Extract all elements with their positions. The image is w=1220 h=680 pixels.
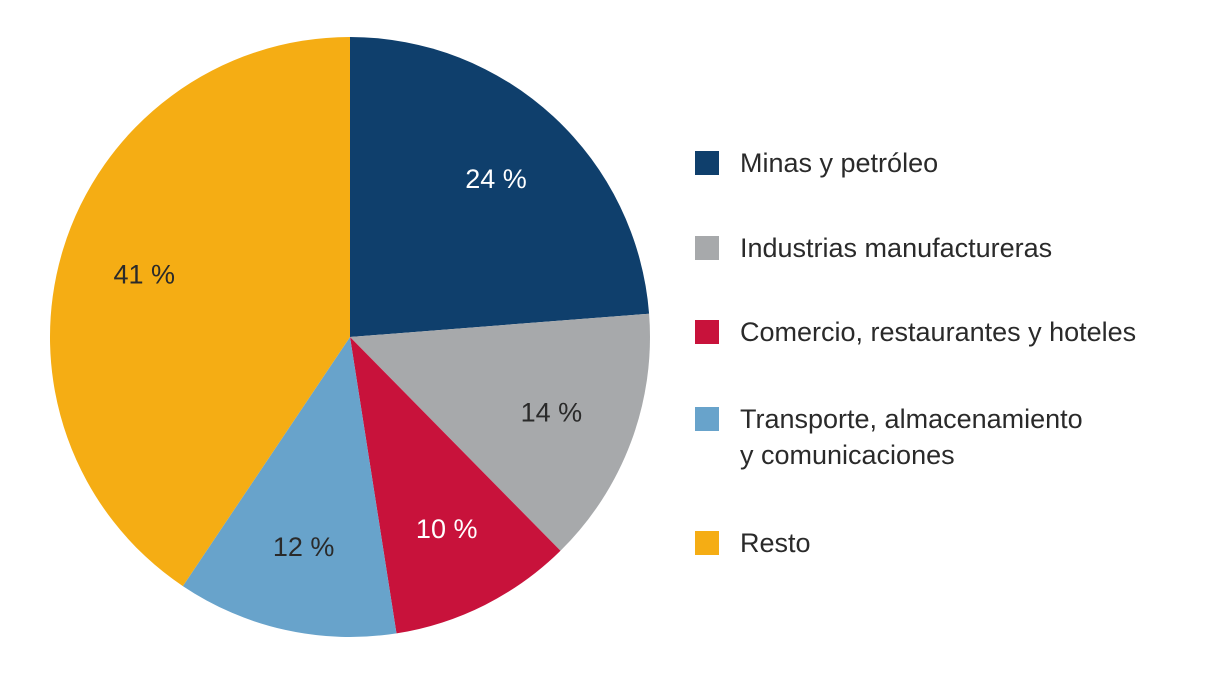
slice-value-label: 12 %: [273, 532, 335, 562]
pie-slices: [49, 37, 650, 638]
legend: Minas y petróleo Industrias manufacturera…: [695, 148, 1136, 558]
legend-label: Industrias manufactureras: [740, 233, 1052, 263]
slice-value-label: 14 %: [521, 397, 583, 427]
legend-item: Minas y petróleo: [695, 148, 938, 178]
pie-slice: [350, 313, 650, 551]
pie-slice: [182, 337, 397, 638]
legend-label: Resto: [740, 528, 811, 558]
legend-swatch: [695, 531, 719, 555]
legend-swatch: [695, 236, 719, 260]
legend-item: Transporte, almacenamiento y comunicacion…: [695, 404, 1083, 470]
legend-swatch: [695, 151, 719, 175]
pie-slice: [350, 37, 650, 337]
legend-item: Industrias manufactureras: [695, 233, 1052, 263]
legend-item: Resto: [695, 528, 811, 558]
slice-value-label: 41 %: [114, 259, 176, 289]
legend-swatch: [695, 320, 719, 344]
legend-label: y comunicaciones: [740, 440, 955, 470]
legend-swatch: [695, 407, 719, 431]
pie-slice: [350, 337, 561, 634]
pie-slice-labels: 24 % 14 % 10 % 12 % 41 %: [114, 164, 583, 562]
legend-item: Comercio, restaurantes y hoteles: [695, 317, 1136, 347]
legend-label: Transporte, almacenamiento: [740, 404, 1083, 434]
legend-label: Minas y petróleo: [740, 148, 938, 178]
slice-value-label: 24 %: [465, 164, 527, 194]
pie-slice: [49, 37, 351, 587]
slice-value-label: 10 %: [416, 514, 478, 544]
legend-label: Comercio, restaurantes y hoteles: [740, 317, 1136, 347]
